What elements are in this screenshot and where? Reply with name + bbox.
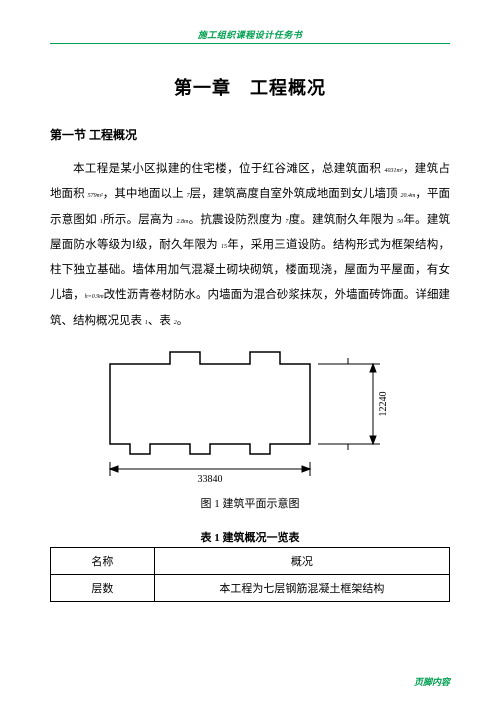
- body-t7: 。抗震设防烈度为: [188, 214, 285, 226]
- figure-plan: 33840 12240 图 1 建筑平面示意图: [50, 344, 450, 511]
- body-t1: 本工程是某小区拟建的住宅楼，位于红谷滩区，总建筑面积: [73, 163, 384, 175]
- body-t11: 改性沥青卷材防水。内墙面为混合砂浆抹灰，外墙面砖饰面。详细建筑、结构概况见表: [50, 289, 450, 326]
- body-v4: 20.4m: [401, 193, 416, 199]
- footer-text: 页脚内容: [414, 675, 450, 688]
- chapter-title: 第一章 工程概况: [50, 74, 450, 100]
- body-v2: 579m²: [88, 193, 103, 199]
- body-t8: 度。建筑耐久年限为: [288, 214, 397, 226]
- table-row: 层数 本工程为七层钢筋混凝土框架结构: [51, 575, 450, 602]
- body-t4: 层，建筑高度自室外筑成地面到女儿墙顶: [190, 188, 401, 200]
- body-v6: 2.8m: [177, 219, 189, 225]
- dim-width-label: 33840: [198, 474, 223, 485]
- td-name: 层数: [51, 575, 155, 602]
- table-caption: 表 1 建筑概况一览表: [50, 529, 450, 545]
- body-t3: ，其中地面以上: [103, 188, 187, 200]
- plan-svg: 33840 12240: [80, 344, 420, 489]
- th-name: 名称: [51, 548, 155, 575]
- body-t12: 、表: [148, 315, 174, 327]
- overview-table: 名称 概况 层数 本工程为七层钢筋混凝土框架结构: [50, 547, 450, 602]
- dim-height-label: 12240: [378, 392, 389, 417]
- section-title: 第一节 工程概况: [50, 126, 450, 143]
- header-rule: [50, 43, 450, 44]
- td-desc: 本工程为七层钢筋混凝土框架结构: [154, 575, 449, 602]
- th-desc: 概况: [154, 548, 449, 575]
- body-v10: h=0.9m: [85, 294, 104, 300]
- body-v1: 4031m²: [384, 168, 402, 174]
- page: 施工组织课程设计任务书 第一章 工程概况 第一节 工程概况 本工程是某小区拟建的…: [0, 0, 500, 706]
- table-header-row: 名称 概况: [51, 548, 450, 575]
- body-t6: 所示。层高为: [103, 214, 177, 226]
- body-t13: 。: [177, 315, 189, 327]
- body-paragraph: 本工程是某小区拟建的住宅楼，位于红谷滩区，总建筑面积 4031m²，建筑占地面积…: [50, 157, 450, 334]
- figure-caption: 图 1 建筑平面示意图: [50, 495, 450, 511]
- header-doc-title: 施工组织课程设计任务书: [50, 28, 450, 41]
